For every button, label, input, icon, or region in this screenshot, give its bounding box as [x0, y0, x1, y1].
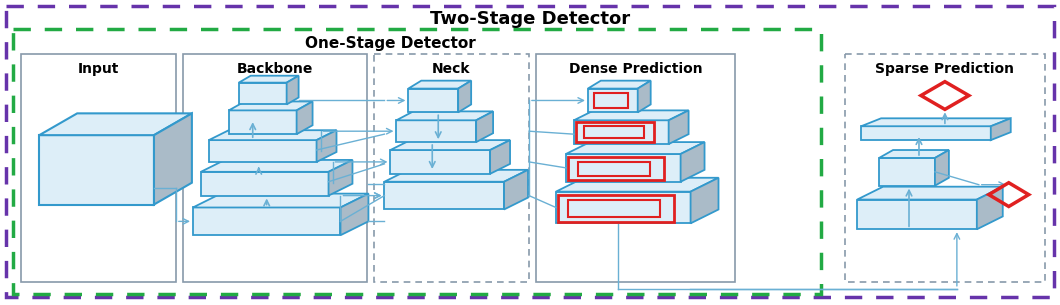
Polygon shape [490, 140, 510, 174]
Bar [568, 157, 664, 180]
Polygon shape [681, 142, 705, 182]
Bar [568, 199, 659, 217]
Polygon shape [588, 88, 638, 112]
Polygon shape [200, 172, 329, 196]
Text: Dense Prediction: Dense Prediction [569, 62, 703, 76]
Polygon shape [566, 142, 705, 154]
Polygon shape [229, 102, 313, 110]
Text: Sparse Prediction: Sparse Prediction [876, 62, 1014, 76]
Polygon shape [566, 154, 681, 182]
Polygon shape [408, 88, 458, 112]
Bar [183, 54, 368, 282]
Polygon shape [858, 199, 977, 229]
Polygon shape [861, 126, 991, 140]
Polygon shape [238, 83, 286, 104]
Polygon shape [297, 102, 313, 134]
Bar [578, 162, 650, 176]
Text: Two-Stage Detector: Two-Stage Detector [430, 10, 630, 28]
Polygon shape [669, 110, 689, 144]
Polygon shape [200, 160, 353, 172]
Bar [594, 92, 628, 108]
Bar [21, 54, 176, 282]
Polygon shape [505, 170, 528, 210]
Polygon shape [193, 194, 369, 207]
Polygon shape [588, 81, 651, 88]
Polygon shape [638, 81, 651, 112]
Polygon shape [858, 187, 1003, 199]
Polygon shape [390, 140, 510, 150]
Bar [576, 122, 654, 142]
Polygon shape [154, 113, 192, 205]
Bar [584, 126, 643, 138]
Polygon shape [209, 130, 336, 140]
Polygon shape [209, 140, 317, 162]
Polygon shape [390, 150, 490, 174]
Polygon shape [385, 170, 528, 182]
Polygon shape [573, 110, 689, 120]
Polygon shape [555, 192, 690, 223]
Bar [558, 195, 673, 222]
Polygon shape [935, 150, 949, 186]
Polygon shape [396, 120, 476, 142]
Polygon shape [977, 187, 1003, 229]
Polygon shape [385, 182, 505, 210]
Polygon shape [573, 120, 669, 144]
Polygon shape [39, 135, 154, 205]
Polygon shape [861, 118, 1011, 126]
Polygon shape [879, 150, 949, 158]
Polygon shape [229, 110, 297, 134]
Polygon shape [340, 194, 369, 235]
Polygon shape [286, 76, 299, 104]
Bar [845, 54, 1045, 282]
Text: Neck: Neck [432, 62, 471, 76]
Text: Input: Input [77, 62, 119, 76]
Polygon shape [193, 207, 340, 235]
Polygon shape [690, 178, 719, 223]
Text: One-Stage Detector: One-Stage Detector [305, 35, 476, 51]
Text: Backbone: Backbone [236, 62, 313, 76]
Polygon shape [879, 158, 935, 186]
Polygon shape [238, 76, 299, 83]
Polygon shape [329, 160, 353, 196]
Bar [14, 29, 822, 294]
Polygon shape [476, 111, 493, 142]
Polygon shape [555, 178, 719, 192]
Polygon shape [396, 111, 493, 120]
Polygon shape [408, 81, 471, 88]
Polygon shape [458, 81, 471, 112]
Polygon shape [317, 130, 336, 162]
Bar [374, 54, 529, 282]
Polygon shape [991, 118, 1011, 140]
Bar [536, 54, 736, 282]
Polygon shape [39, 113, 192, 135]
